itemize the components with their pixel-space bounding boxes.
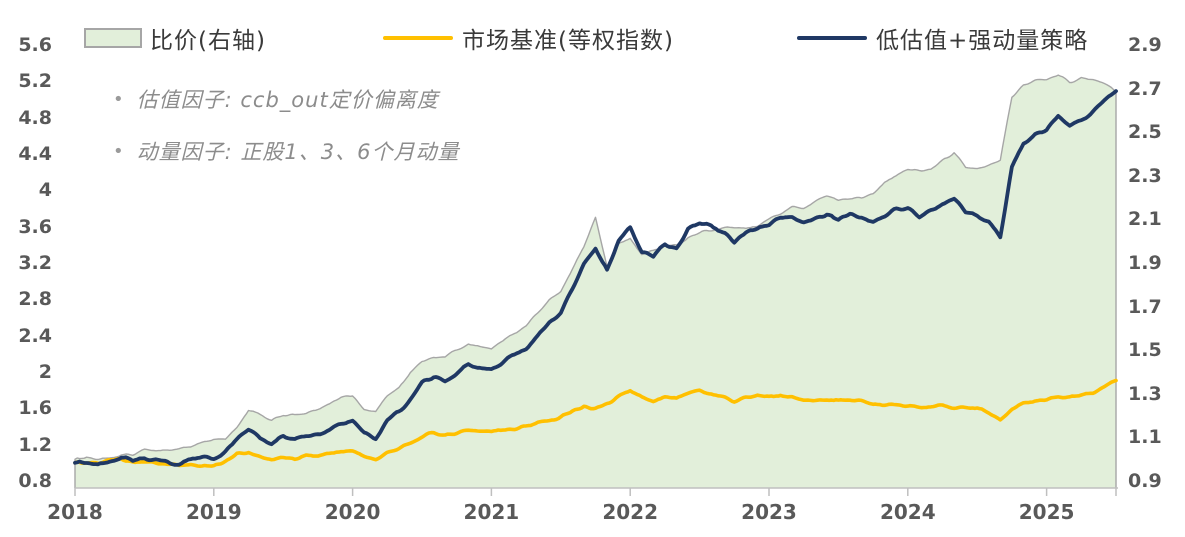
ratio-area-fill <box>75 75 1116 488</box>
strategy-line <box>73 89 1118 467</box>
legend-item-benchmark: 市场基准(等权指数) <box>383 22 674 54</box>
right-axis-tick-label: 1.9 <box>1128 252 1162 274</box>
bullet-icon: • <box>113 88 125 110</box>
x-axis-tick-label: 2024 <box>879 500 936 524</box>
right-axis-tick-label: 2.7 <box>1128 77 1162 100</box>
left-axis-tick-label: 2 <box>38 361 52 383</box>
left-axis-tick-label: 5.6 <box>18 34 52 56</box>
legend-label-ratio: 比价(右轴) <box>150 28 266 54</box>
right-axis-tick-label: 2.1 <box>1128 208 1162 231</box>
line-swatch-icon <box>797 36 867 40</box>
left-axis-tick-label: 3.2 <box>18 252 52 274</box>
line-swatch-icon <box>383 36 453 40</box>
annotation-valuation-factor: • 估值因子: ccb_out定价偏离度 <box>113 84 439 114</box>
left-axis-tick-label: 4 <box>38 179 52 202</box>
legend-label-strategy: 低估值+强动量策略 <box>876 28 1089 54</box>
ratio-area-outline <box>74 74 1117 488</box>
x-axis-tick-label: 2023 <box>741 500 797 524</box>
right-axis-tick-label: 1.5 <box>1128 339 1162 362</box>
legend-item-strategy: 低估值+强动量策略 <box>797 22 1088 54</box>
x-axis-tick-label: 2020 <box>324 500 381 524</box>
left-axis-tick-label: 1.2 <box>18 433 52 456</box>
annotation-momentum-factor: • 动量因子: 正股1、3、6个月动量 <box>113 136 459 166</box>
right-axis-tick-label: 1.3 <box>1128 382 1162 405</box>
legend-label-benchmark: 市场基准(等权指数) <box>462 28 674 54</box>
left-axis-tick-label: 1.6 <box>18 397 52 420</box>
right-axis-tick-label: 1.1 <box>1128 426 1162 449</box>
left-axis-tick-label: 0.8 <box>18 470 52 492</box>
right-axis-tick-label: 2.5 <box>1128 121 1162 144</box>
right-axis-tick-label: 1.7 <box>1128 295 1162 318</box>
area-swatch-icon <box>84 28 142 48</box>
x-axis-tick-label: 2019 <box>185 500 242 524</box>
x-axis-tick-label: 2025 <box>1018 500 1075 524</box>
x-axis-tick-label: 2018 <box>47 500 103 524</box>
left-axis-tick-label: 4.4 <box>18 143 52 165</box>
benchmark-line <box>73 378 1118 468</box>
left-axis-tick-label: 2.4 <box>18 324 52 347</box>
annotation-text: 动量因子: 正股1、3、6个月动量 <box>136 140 460 164</box>
left-axis-tick-label: 4.8 <box>18 106 52 129</box>
left-axis-tick-label: 3.6 <box>18 215 52 238</box>
right-axis-tick-label: 2.3 <box>1128 164 1162 187</box>
right-axis-tick-label: 0.9 <box>1128 470 1162 492</box>
left-axis-tick-label: 5.2 <box>18 70 52 93</box>
left-axis-tick-label: 2.8 <box>18 288 52 311</box>
right-axis-tick-label: 2.9 <box>1128 34 1162 56</box>
legend-item-ratio: 比价(右轴) <box>84 22 266 54</box>
x-axis-tick-label: 2021 <box>463 500 520 524</box>
annotation-text: 估值因子: ccb_out定价偏离度 <box>136 88 439 112</box>
x-axis-tick-label: 2022 <box>602 500 659 524</box>
bullet-icon: • <box>113 140 125 162</box>
